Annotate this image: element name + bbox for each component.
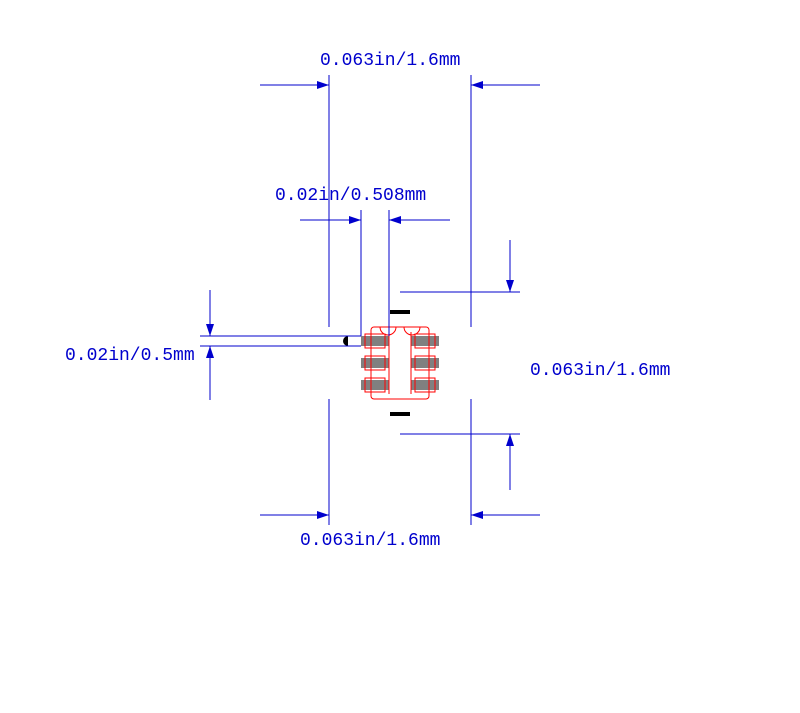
- dim-right-height: 0.063in/1.6mm: [530, 361, 670, 381]
- footprint-drawing: 0.063in/1.6mm 0.02in/0.508mm 0.02in/0.5mm 0…: [0, 0, 800, 713]
- dim-top-width: 0.063in/1.6mm: [320, 51, 460, 71]
- dim-pad-width: 0.02in/0.508mm: [275, 186, 426, 206]
- top-mark: [390, 310, 410, 314]
- pin1-marker: [343, 336, 348, 346]
- dim-bottom-width: 0.063in/1.6mm: [300, 531, 440, 551]
- dim-pad-height: 0.02in/0.5mm: [65, 346, 195, 366]
- bottom-mark: [390, 412, 410, 416]
